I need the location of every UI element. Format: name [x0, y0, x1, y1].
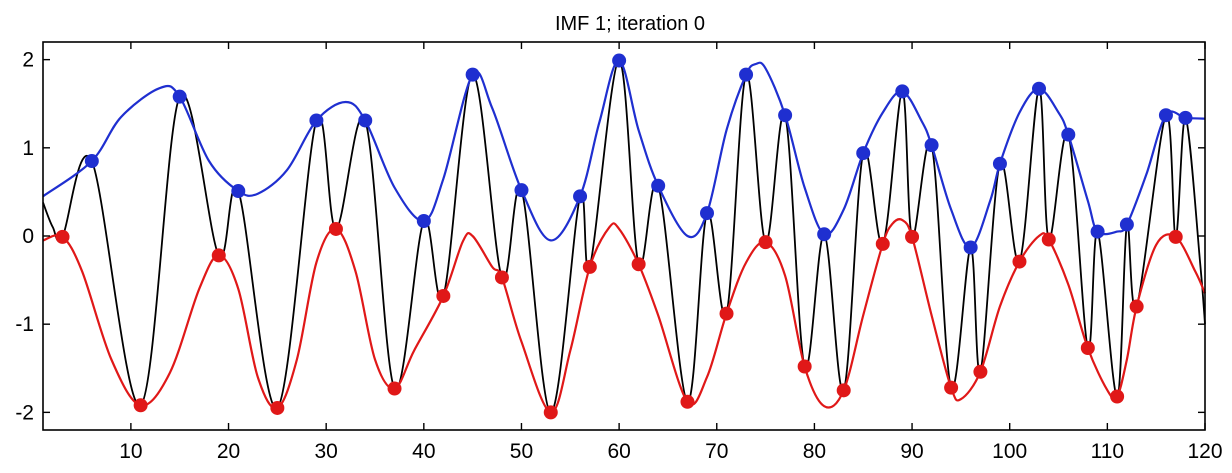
minimum-point: [875, 236, 890, 251]
maximum-point: [817, 227, 832, 242]
maximum-point: [1090, 224, 1105, 239]
minimum-point: [387, 381, 402, 396]
minimum-point: [944, 380, 959, 395]
maximum-point: [895, 84, 910, 99]
minimum-point: [494, 270, 509, 285]
x-tick-label: 30: [314, 440, 337, 463]
maximum-point: [924, 138, 939, 153]
maximum-point: [700, 206, 714, 221]
maximum-point: [573, 189, 588, 204]
minimum-point: [905, 229, 920, 244]
minimum-point: [55, 229, 70, 244]
minimum-point: [836, 383, 851, 398]
minimum-point: [973, 364, 988, 379]
x-tick-label: 50: [510, 440, 533, 463]
minimum-point: [631, 257, 646, 272]
lower-envelope-line: [42, 218, 1207, 414]
x-tick-label: 90: [900, 440, 923, 463]
minimum-point: [1168, 229, 1183, 244]
minimum-point: [758, 235, 773, 250]
y-tick-label: -2: [15, 401, 34, 424]
x-tick-label: 80: [803, 440, 826, 463]
y-tick-label: 1: [22, 137, 34, 160]
plot-area: [42, 53, 1207, 420]
x-axis: 10 20 30 40 50 60 70 80 90 100 110 120: [119, 42, 1223, 463]
minimum-point: [211, 248, 226, 263]
minimum-point: [270, 400, 285, 415]
maximum-point: [778, 108, 793, 123]
maximum-point: [1032, 81, 1046, 96]
x-tick-label: 100: [992, 440, 1027, 463]
y-tick-label: 0: [22, 225, 34, 248]
x-tick-label: 40: [412, 440, 435, 463]
maximum-point: [963, 240, 978, 255]
maximum-point: [358, 113, 373, 128]
x-tick-label: 60: [607, 440, 630, 463]
x-tick-label: 10: [119, 440, 142, 463]
minimum-point: [1012, 254, 1027, 269]
chart-title: IMF 1; iteration 0: [555, 13, 705, 35]
maximum-point: [856, 146, 871, 161]
maximum-point: [231, 184, 246, 199]
maximum-point: [1178, 110, 1193, 125]
minimum-point: [797, 359, 812, 374]
maximum-point: [1061, 127, 1076, 142]
y-tick-label: -1: [15, 313, 34, 336]
x-tick-label: 110: [1091, 440, 1124, 463]
x-tick-label: 120: [1187, 440, 1222, 463]
minimum-point: [1129, 299, 1144, 314]
maximum-point: [992, 156, 1007, 171]
maximum-point: [651, 178, 666, 193]
minimum-point: [582, 259, 597, 274]
maximum-point: [739, 67, 754, 82]
maximum-point: [416, 214, 431, 229]
minimum-point: [133, 398, 148, 413]
minimum-point: [1080, 340, 1095, 355]
maximum-point: [1119, 217, 1134, 232]
maximum-point: [309, 113, 324, 128]
maximum-point: [172, 89, 187, 104]
minimum-point: [1041, 232, 1056, 247]
x-tick-label: 20: [217, 440, 240, 463]
x-tick-label: 70: [705, 440, 728, 463]
y-axis: -2 -1 0 1 2: [15, 49, 1205, 424]
minimum-point: [328, 221, 343, 236]
y-tick-label: 2: [22, 49, 34, 72]
minimum-point: [680, 394, 695, 409]
maximum-point: [514, 183, 529, 198]
minimum-point: [719, 306, 734, 321]
minimum-point: [1110, 389, 1125, 404]
maximum-point: [84, 154, 99, 169]
maximum-point: [1158, 108, 1173, 123]
minimum-point: [436, 288, 451, 303]
maximum-point: [612, 53, 627, 68]
minimum-point: [543, 405, 558, 420]
maximum-point: [465, 67, 480, 82]
